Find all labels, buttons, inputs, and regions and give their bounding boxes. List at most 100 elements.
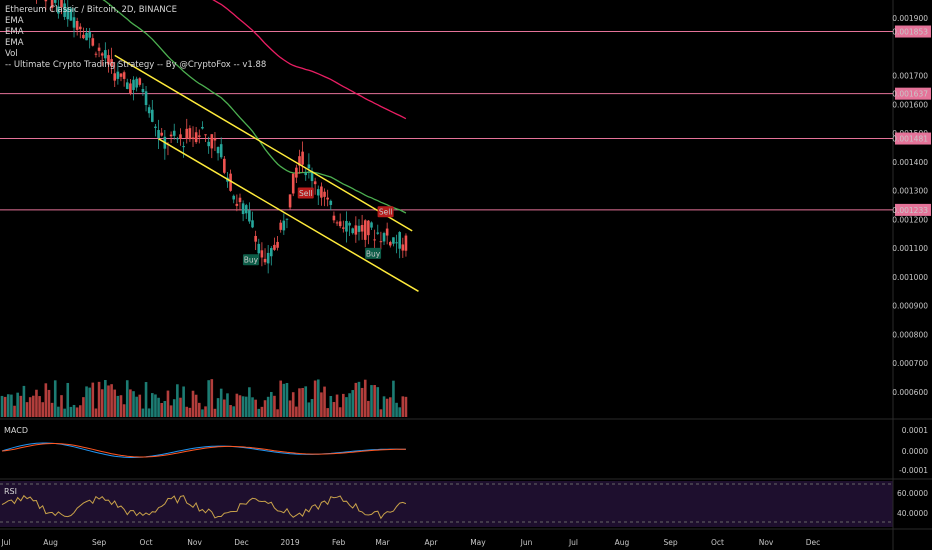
candle-body bbox=[113, 73, 117, 81]
price-tag-label: 0.001853 bbox=[892, 28, 928, 37]
rsi-pane-background bbox=[0, 481, 893, 527]
candle-body bbox=[273, 244, 276, 250]
volume-bar bbox=[75, 407, 79, 417]
candle-body bbox=[97, 47, 101, 51]
candle-body bbox=[94, 53, 98, 55]
volume-bar bbox=[53, 380, 57, 417]
time-axis-label: Mar bbox=[375, 538, 390, 547]
candle-body bbox=[254, 235, 257, 242]
candle-body bbox=[251, 220, 254, 228]
time-axis-label: Feb bbox=[332, 538, 346, 547]
candle-body bbox=[201, 126, 204, 129]
price-axis-label: 0.000800 bbox=[892, 330, 928, 339]
volume-bar bbox=[370, 385, 373, 417]
volume-bar bbox=[248, 387, 251, 417]
volume-bar bbox=[357, 381, 361, 417]
volume-bar bbox=[3, 396, 7, 417]
time-axis-label: Dec bbox=[806, 538, 821, 547]
candle-body bbox=[191, 137, 195, 139]
candle-body bbox=[279, 222, 282, 230]
volume-bar bbox=[241, 396, 245, 417]
candle-body bbox=[132, 79, 135, 90]
volume-bar bbox=[313, 380, 317, 417]
volume-bar bbox=[298, 388, 301, 417]
time-axis-label: May bbox=[470, 538, 486, 547]
candle-body bbox=[379, 241, 383, 243]
volume-bar bbox=[273, 395, 276, 417]
candle-body bbox=[304, 172, 308, 176]
volume-bar bbox=[25, 402, 29, 417]
volume-bar bbox=[279, 380, 282, 417]
volume-bar bbox=[320, 392, 323, 417]
price-tag-label: 0.001233 bbox=[892, 206, 928, 215]
candle-body bbox=[370, 222, 373, 228]
price-tag bbox=[895, 132, 931, 145]
volume-bar bbox=[229, 405, 232, 417]
candle-body bbox=[316, 189, 320, 196]
trend-channel-line bbox=[114, 54, 413, 232]
candle-body bbox=[104, 50, 107, 59]
candle-body bbox=[313, 181, 317, 185]
candle-body bbox=[44, 0, 48, 2]
volume-bar bbox=[251, 397, 254, 417]
volume-bar bbox=[232, 406, 236, 417]
candle-body bbox=[151, 109, 154, 122]
candle-body bbox=[110, 59, 113, 67]
volume-bar bbox=[204, 406, 207, 417]
volume-bar bbox=[385, 398, 389, 417]
volume-bar bbox=[88, 387, 91, 417]
volume-bar bbox=[41, 402, 45, 417]
macd-line bbox=[1, 442, 406, 458]
volume-bar bbox=[94, 408, 98, 417]
trend-channel-line bbox=[158, 138, 419, 292]
volume-bar bbox=[185, 406, 189, 417]
volume-bar bbox=[360, 387, 364, 417]
volume-bar bbox=[201, 409, 204, 417]
time-axis-label: Jun bbox=[520, 538, 533, 547]
candle-body bbox=[401, 244, 405, 251]
volume-bar bbox=[342, 393, 345, 417]
volume-bar bbox=[69, 406, 73, 417]
signal-label: Buy bbox=[244, 256, 259, 265]
volume-bar bbox=[78, 405, 82, 417]
volume-bar bbox=[404, 396, 408, 417]
volume-bar bbox=[338, 407, 342, 417]
time-axis-label: Nov bbox=[187, 538, 202, 547]
macd-axis-label: 0.0000 bbox=[902, 447, 928, 456]
volume-bar bbox=[63, 408, 66, 417]
volume-bar bbox=[291, 392, 295, 417]
time-axis-label: Sep bbox=[663, 538, 677, 547]
candle-body bbox=[172, 130, 176, 136]
buy-signal-badge bbox=[242, 254, 259, 266]
volume-bar bbox=[326, 408, 329, 417]
volume-bar bbox=[116, 395, 120, 417]
volume-bar bbox=[238, 395, 242, 417]
candle-body bbox=[147, 107, 151, 114]
candle-body bbox=[66, 8, 70, 20]
ema-fast-line bbox=[102, 0, 407, 214]
volume-bar bbox=[132, 391, 135, 417]
volume-bar bbox=[135, 396, 138, 417]
price-axis-label: 0.001900 bbox=[892, 14, 928, 23]
price-axis-label: 0.000900 bbox=[892, 302, 928, 311]
volume-bar bbox=[351, 390, 355, 417]
volume-bar bbox=[151, 393, 154, 417]
volume-bar bbox=[244, 396, 248, 417]
candle-body bbox=[157, 130, 160, 139]
volume-bar bbox=[144, 382, 148, 417]
candle-body bbox=[223, 158, 226, 173]
candle-body bbox=[219, 144, 223, 158]
candle-body bbox=[335, 222, 339, 224]
candle-body bbox=[367, 220, 370, 236]
volume-bar bbox=[32, 395, 35, 417]
candle-body bbox=[100, 53, 104, 56]
price-tag bbox=[895, 203, 931, 216]
candle-body bbox=[75, 20, 79, 30]
volume-bar bbox=[210, 379, 214, 417]
candle-body bbox=[360, 225, 364, 232]
candle-body bbox=[204, 134, 207, 136]
price-axis-label: 0.001300 bbox=[892, 187, 928, 196]
candle-body bbox=[395, 242, 398, 244]
candle-body bbox=[138, 78, 142, 85]
